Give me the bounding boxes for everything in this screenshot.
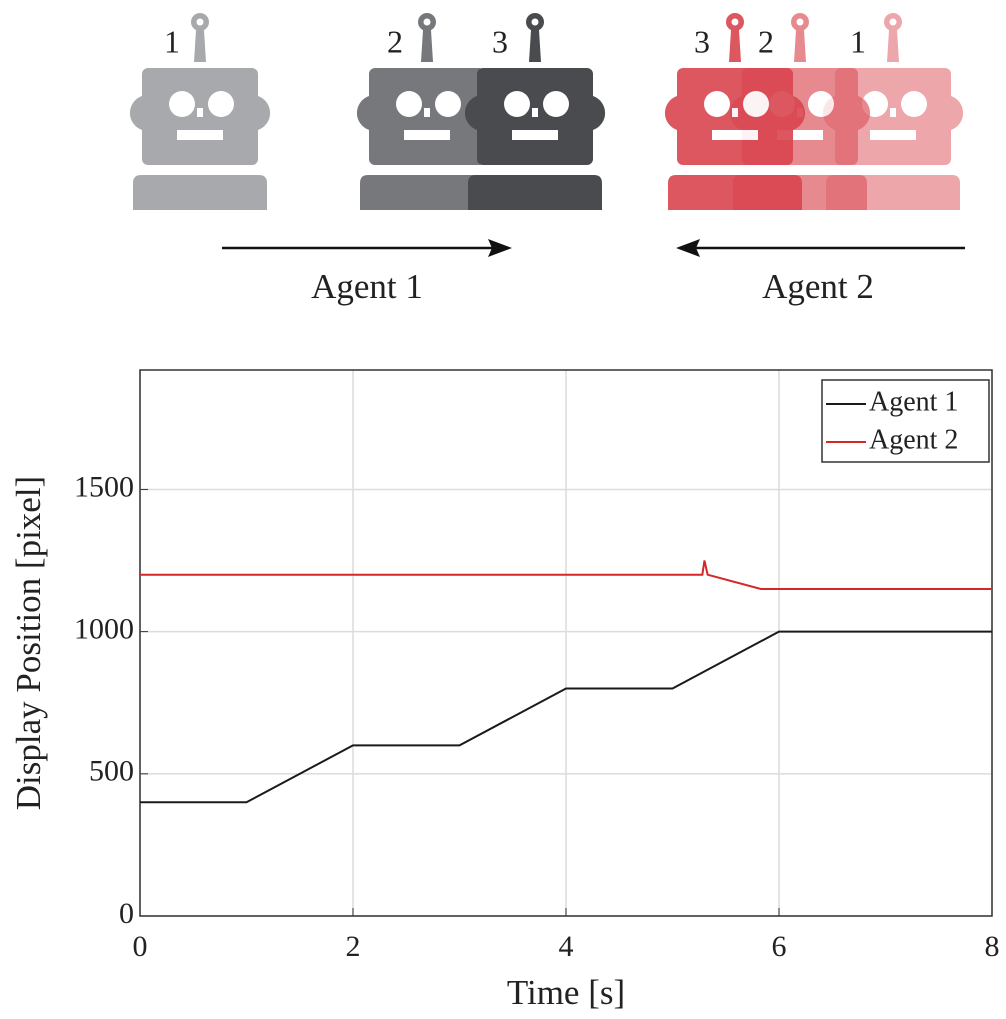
step-label: 2 xyxy=(387,23,403,59)
x-axis-label: Time [s] xyxy=(507,973,625,1012)
step-label: 3 xyxy=(694,23,710,59)
agent-label: Agent 2 xyxy=(762,267,874,306)
x-tick-label: 6 xyxy=(772,930,787,963)
step-label: 3 xyxy=(492,23,508,59)
x-tick-label: 8 xyxy=(985,930,1000,963)
y-axis-label: Display Position [pixel] xyxy=(9,476,48,810)
y-tick-label: 1500 xyxy=(74,470,134,503)
legend-label: Agent 2 xyxy=(869,424,958,455)
step-label: 2 xyxy=(758,23,774,59)
robot-icon xyxy=(130,13,270,210)
x-tick-label: 2 xyxy=(346,930,361,963)
y-tick-label: 500 xyxy=(89,755,134,788)
legend-label: Agent 1 xyxy=(869,386,958,417)
x-tick-label: 0 xyxy=(133,930,148,963)
agent-label: Agent 1 xyxy=(311,267,423,306)
chart: Time [s] Display Position [pixel] 0 500 10… xyxy=(9,370,999,1012)
figure: 1 2 3 3 2 1 Agent 1 Agent 2 Time [s] Dis… xyxy=(0,0,1006,1019)
y-tick-label: 1000 xyxy=(74,613,134,646)
step-label: 1 xyxy=(164,23,180,59)
x-tick-label: 4 xyxy=(559,930,574,963)
robot-icon xyxy=(665,13,805,210)
step-label: 1 xyxy=(850,23,866,59)
illustration: 1 2 3 3 2 1 Agent 1 Agent 2 xyxy=(130,13,965,306)
robot-icon xyxy=(465,13,605,210)
y-tick-label: 0 xyxy=(119,897,134,930)
